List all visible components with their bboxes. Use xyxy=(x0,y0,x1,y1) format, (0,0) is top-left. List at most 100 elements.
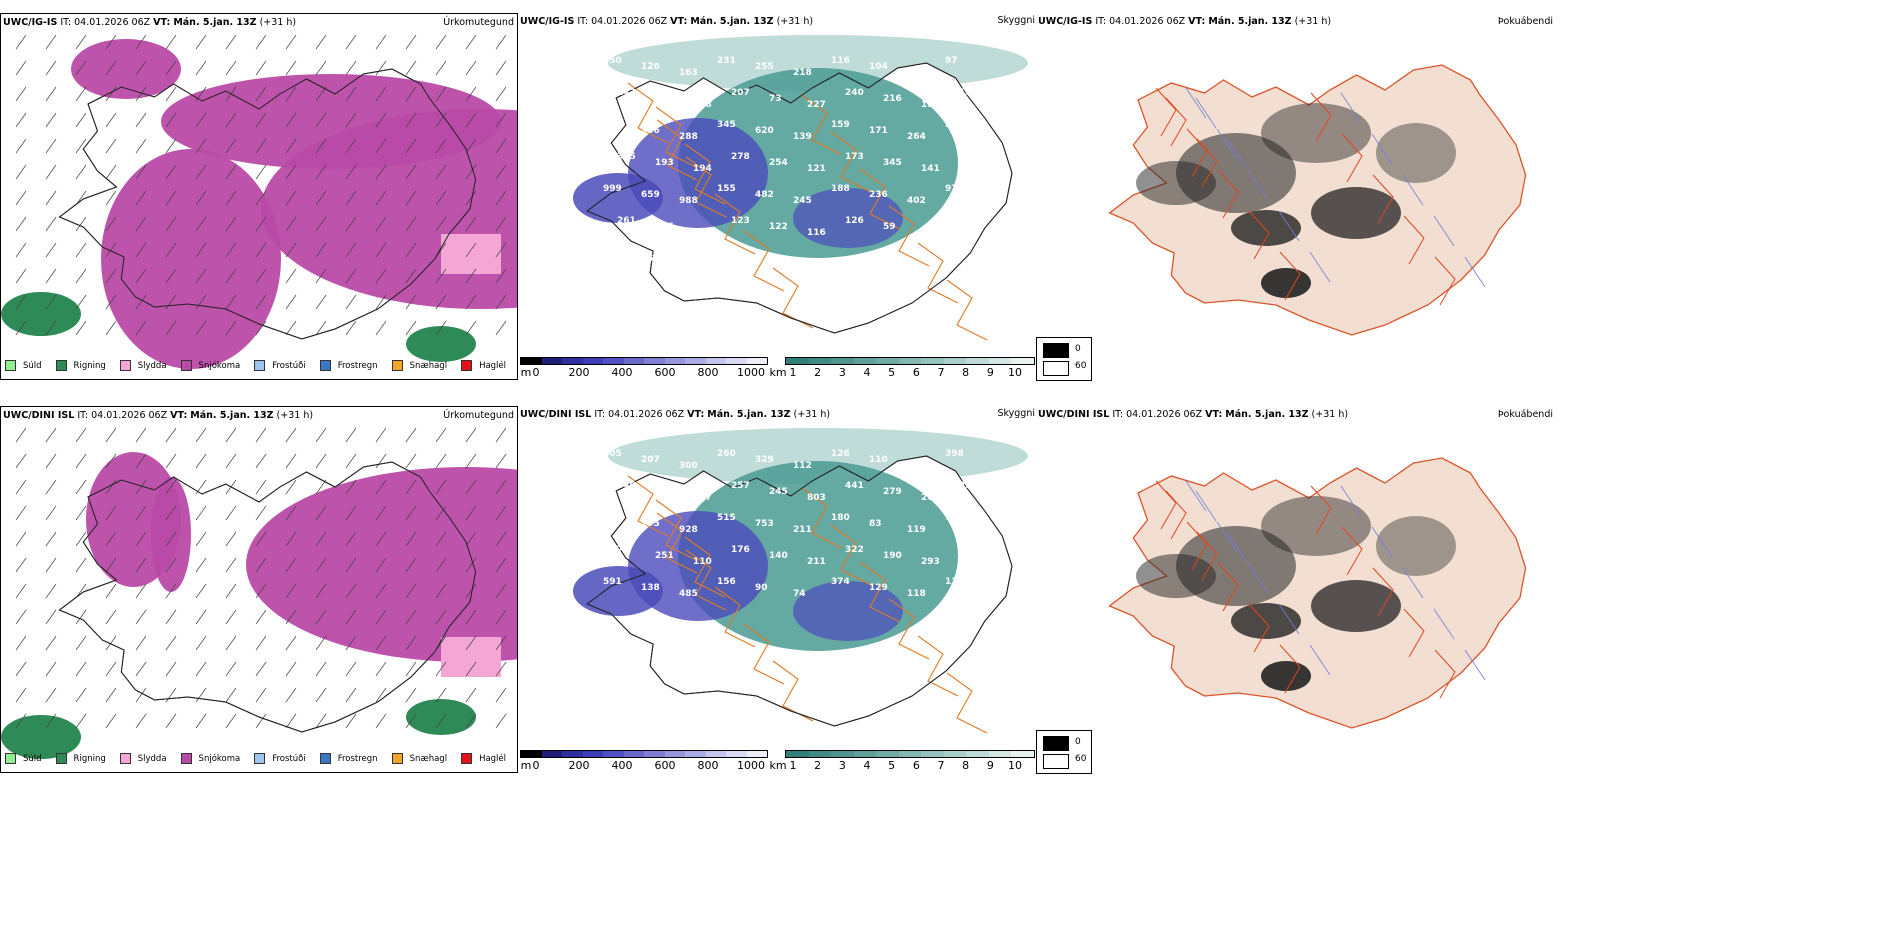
wind-barb xyxy=(405,294,417,310)
wind-barb xyxy=(285,216,297,232)
wind-barb xyxy=(345,164,357,180)
wind-barb xyxy=(285,427,297,443)
wind-barb xyxy=(315,609,327,625)
wind-barb xyxy=(495,583,507,599)
cloud-base-label: 141 xyxy=(921,164,940,174)
wind-barb xyxy=(165,531,177,547)
river-line xyxy=(1226,531,1248,563)
cloud-base-label: 257 xyxy=(731,481,750,491)
wind-barb xyxy=(465,713,477,729)
wind-barb xyxy=(105,583,117,599)
colorbar-segment xyxy=(1011,751,1035,757)
wind-barb xyxy=(285,34,297,50)
wind-barb xyxy=(165,505,177,521)
panel-header: UWC/IG-IS IT: 04.01.2026 06Z VT: Mán. 5.… xyxy=(1038,16,1332,27)
wind-barb xyxy=(195,112,207,128)
wind-barb xyxy=(15,86,27,102)
wind-barb xyxy=(45,164,57,180)
wind-barb xyxy=(255,635,267,651)
wind-barb xyxy=(255,242,267,258)
colorbar-tick-label: 8 xyxy=(962,759,970,772)
colorbar-segment xyxy=(541,751,562,757)
road-line xyxy=(684,536,726,598)
wind-barb xyxy=(345,320,357,336)
cloud-base-label: 74 xyxy=(793,589,806,599)
wind-barb xyxy=(225,635,237,651)
fog-legend-label-0: 0 xyxy=(1075,344,1081,354)
legend-swatch xyxy=(119,753,131,764)
wind-barb xyxy=(315,34,327,50)
wind-barb xyxy=(255,557,267,573)
wind-barb xyxy=(495,268,507,284)
wind-barb xyxy=(255,713,267,729)
road-line xyxy=(801,94,843,156)
wind-barb xyxy=(45,583,57,599)
cloud-base-label: 232 xyxy=(959,481,978,491)
wind-barb xyxy=(225,60,237,76)
cloud-base-label: 251 xyxy=(655,551,674,561)
wind-barb xyxy=(225,661,237,677)
cloud-base-label: 118 xyxy=(907,589,926,599)
wind-barb xyxy=(225,190,237,206)
fog-area xyxy=(1136,161,1216,205)
wind-barb xyxy=(315,216,327,232)
cloud-base-label: 129 xyxy=(869,583,888,593)
wind-barb xyxy=(285,687,297,703)
iceland-coastline-overlay xyxy=(58,68,477,340)
cloud-base-label: 485 xyxy=(679,589,698,599)
wind-barb xyxy=(465,86,477,102)
river-line xyxy=(1278,603,1300,635)
wind-barb xyxy=(435,661,447,677)
wind-barb xyxy=(315,294,327,310)
wind-barb xyxy=(75,557,87,573)
wind-barb xyxy=(495,661,507,677)
fog-area xyxy=(1261,268,1311,298)
road-line xyxy=(714,193,756,255)
colorbar-tick-label: 5 xyxy=(888,759,896,772)
fog-legend-label-0: 0 xyxy=(1075,737,1081,747)
road-line xyxy=(859,561,901,623)
wind-barb xyxy=(75,268,87,284)
wind-barb xyxy=(465,531,477,547)
wind-barb xyxy=(165,661,177,677)
cloud-base-label: 159 xyxy=(831,120,850,130)
cloud-base-label: 90 xyxy=(755,583,768,593)
cloud-base-label: 140 xyxy=(769,551,788,561)
wind-barb xyxy=(105,661,117,677)
wind-barb xyxy=(225,216,237,232)
cloud-base-label: 441 xyxy=(845,481,864,491)
cloud-base-label: 110 xyxy=(869,455,888,465)
road-line xyxy=(1217,169,1239,219)
road-line xyxy=(1434,649,1456,699)
cloud-base-label: 116 xyxy=(807,228,826,238)
wind-barb xyxy=(15,268,27,284)
wind-barb xyxy=(495,505,507,521)
wind-barb xyxy=(345,427,357,443)
wind-barb xyxy=(405,216,417,232)
wind-barb xyxy=(345,635,357,651)
wind-barb xyxy=(345,453,357,469)
cloud-base-label: 123 xyxy=(731,216,750,226)
colorbar-segment xyxy=(831,358,854,364)
legend-item: Súld xyxy=(5,753,42,764)
wind-barb xyxy=(195,60,207,76)
colorbar-segment xyxy=(664,751,685,757)
road-line xyxy=(1341,526,1363,576)
iceland-coastline-overlay xyxy=(586,455,1013,727)
legend-label: Slydda xyxy=(137,753,167,764)
wind-barb xyxy=(75,609,87,625)
iceland-coastline-overlay xyxy=(58,461,477,733)
wind-barb xyxy=(285,268,297,284)
fog-area xyxy=(1261,496,1371,556)
wind-barb xyxy=(75,164,87,180)
wind-barb xyxy=(315,661,327,677)
wind-barb xyxy=(435,34,447,50)
fog-legend-swatch-0 xyxy=(1043,736,1069,751)
wind-barb xyxy=(135,661,147,677)
cloud-base-label: 176 xyxy=(731,545,750,555)
wind-barb xyxy=(375,635,387,651)
colorbar-segment xyxy=(808,358,832,364)
wind-barb xyxy=(345,60,357,76)
road-line xyxy=(1279,251,1301,301)
cloud-base-label: 245 xyxy=(769,487,788,497)
